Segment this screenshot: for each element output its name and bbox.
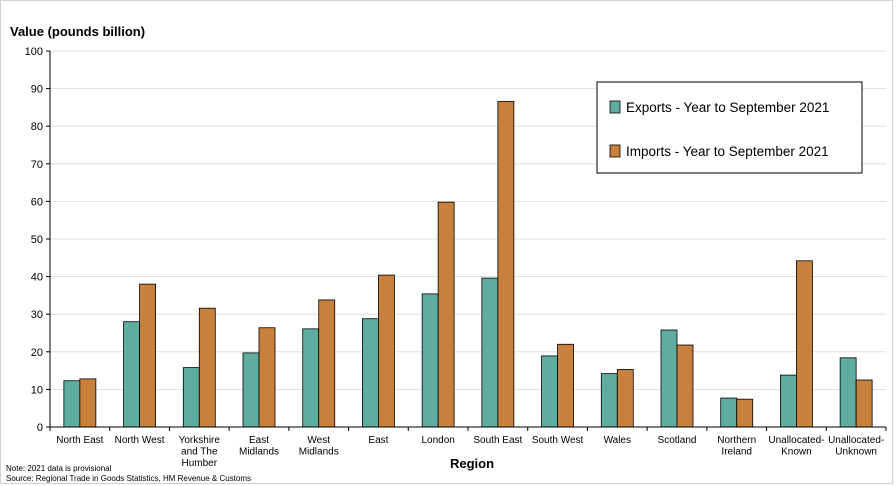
y-tick-label: 100 xyxy=(25,46,43,58)
y-tick-label: 70 xyxy=(31,159,43,171)
bar-exports xyxy=(302,328,320,428)
y-tick-label: 50 xyxy=(31,234,43,246)
x-category-labels: North East North West Yorkshire and The Humb… xyxy=(56,435,884,469)
bar-exports xyxy=(600,373,618,428)
x-axis-title: Region xyxy=(450,456,494,471)
note-provisional: Note: 2021 data is provisional xyxy=(6,464,112,473)
bar-imports xyxy=(198,307,216,428)
bar-imports xyxy=(318,299,336,428)
bar-imports xyxy=(855,379,873,428)
legend-label-exports: Exports - Year to September 2021 xyxy=(626,100,829,115)
gridlines xyxy=(46,50,886,428)
legend-swatch-exports xyxy=(609,100,621,114)
y-tick-labels: 0 10 20 30 40 50 60 70 80 90 100 xyxy=(25,46,43,434)
bar-imports xyxy=(557,343,574,428)
y-tick-label: 40 xyxy=(31,272,43,284)
x-category-label: South West xyxy=(532,435,584,446)
x-category-label: Unallocated-Known xyxy=(768,435,824,458)
bar-exports xyxy=(720,397,738,428)
bar-exports xyxy=(541,355,558,428)
bar-exports xyxy=(63,380,81,428)
bar-imports xyxy=(378,274,395,428)
bar-exports xyxy=(839,357,857,428)
note-source: Source: Regional Trade in Goods Statisti… xyxy=(6,474,251,483)
bar-imports xyxy=(796,260,813,428)
axes xyxy=(49,51,887,431)
x-category-label: North West xyxy=(115,435,165,446)
bar-exports xyxy=(242,352,260,428)
x-category-label: South East xyxy=(473,435,522,446)
x-category-label: Yorkshire and The Humber xyxy=(179,435,221,469)
x-category-label: Northern Ireland xyxy=(717,435,756,458)
x-category-label: Scotland xyxy=(658,435,697,446)
x-category-label: East Midlands xyxy=(239,435,279,458)
bar-imports xyxy=(437,201,455,428)
bar-imports xyxy=(139,283,156,428)
bar-imports xyxy=(616,369,634,428)
bar-imports xyxy=(258,327,276,428)
legend-swatch-imports xyxy=(609,144,621,158)
bar-imports xyxy=(676,344,694,428)
y-axis-title: Value (pounds billion) xyxy=(10,24,145,39)
bar-imports xyxy=(497,100,515,428)
y-tick-label: 60 xyxy=(31,196,43,208)
x-category-label: West Midlands xyxy=(299,435,339,458)
bar-imports xyxy=(736,398,754,428)
x-category-label: Unallocated-Unknown xyxy=(828,435,884,458)
y-tick-label: 10 xyxy=(31,384,43,396)
y-tick-label: 90 xyxy=(31,84,43,96)
bar-exports xyxy=(780,374,797,428)
bar-exports xyxy=(421,293,439,428)
x-category-label: North East xyxy=(56,435,103,446)
x-category-label: London xyxy=(421,435,454,446)
bars-group xyxy=(63,100,873,428)
bar-exports xyxy=(362,318,379,428)
bar-imports xyxy=(79,378,97,428)
x-category-label: Wales xyxy=(604,435,631,446)
bar-exports xyxy=(481,277,499,428)
y-tick-label: 80 xyxy=(31,121,43,133)
y-tick-label: 30 xyxy=(31,309,43,321)
x-category-label: East xyxy=(368,435,388,446)
bar-exports xyxy=(123,321,140,428)
legend: Exports - Year to September 2021 Imports… xyxy=(596,81,863,174)
bar-exports xyxy=(182,367,200,428)
legend-box xyxy=(596,81,863,174)
bar-exports xyxy=(660,329,678,428)
legend-label-imports: Imports - Year to September 2021 xyxy=(626,144,829,159)
y-tick-label: 20 xyxy=(31,347,43,359)
y-tick-label: 0 xyxy=(37,422,43,434)
